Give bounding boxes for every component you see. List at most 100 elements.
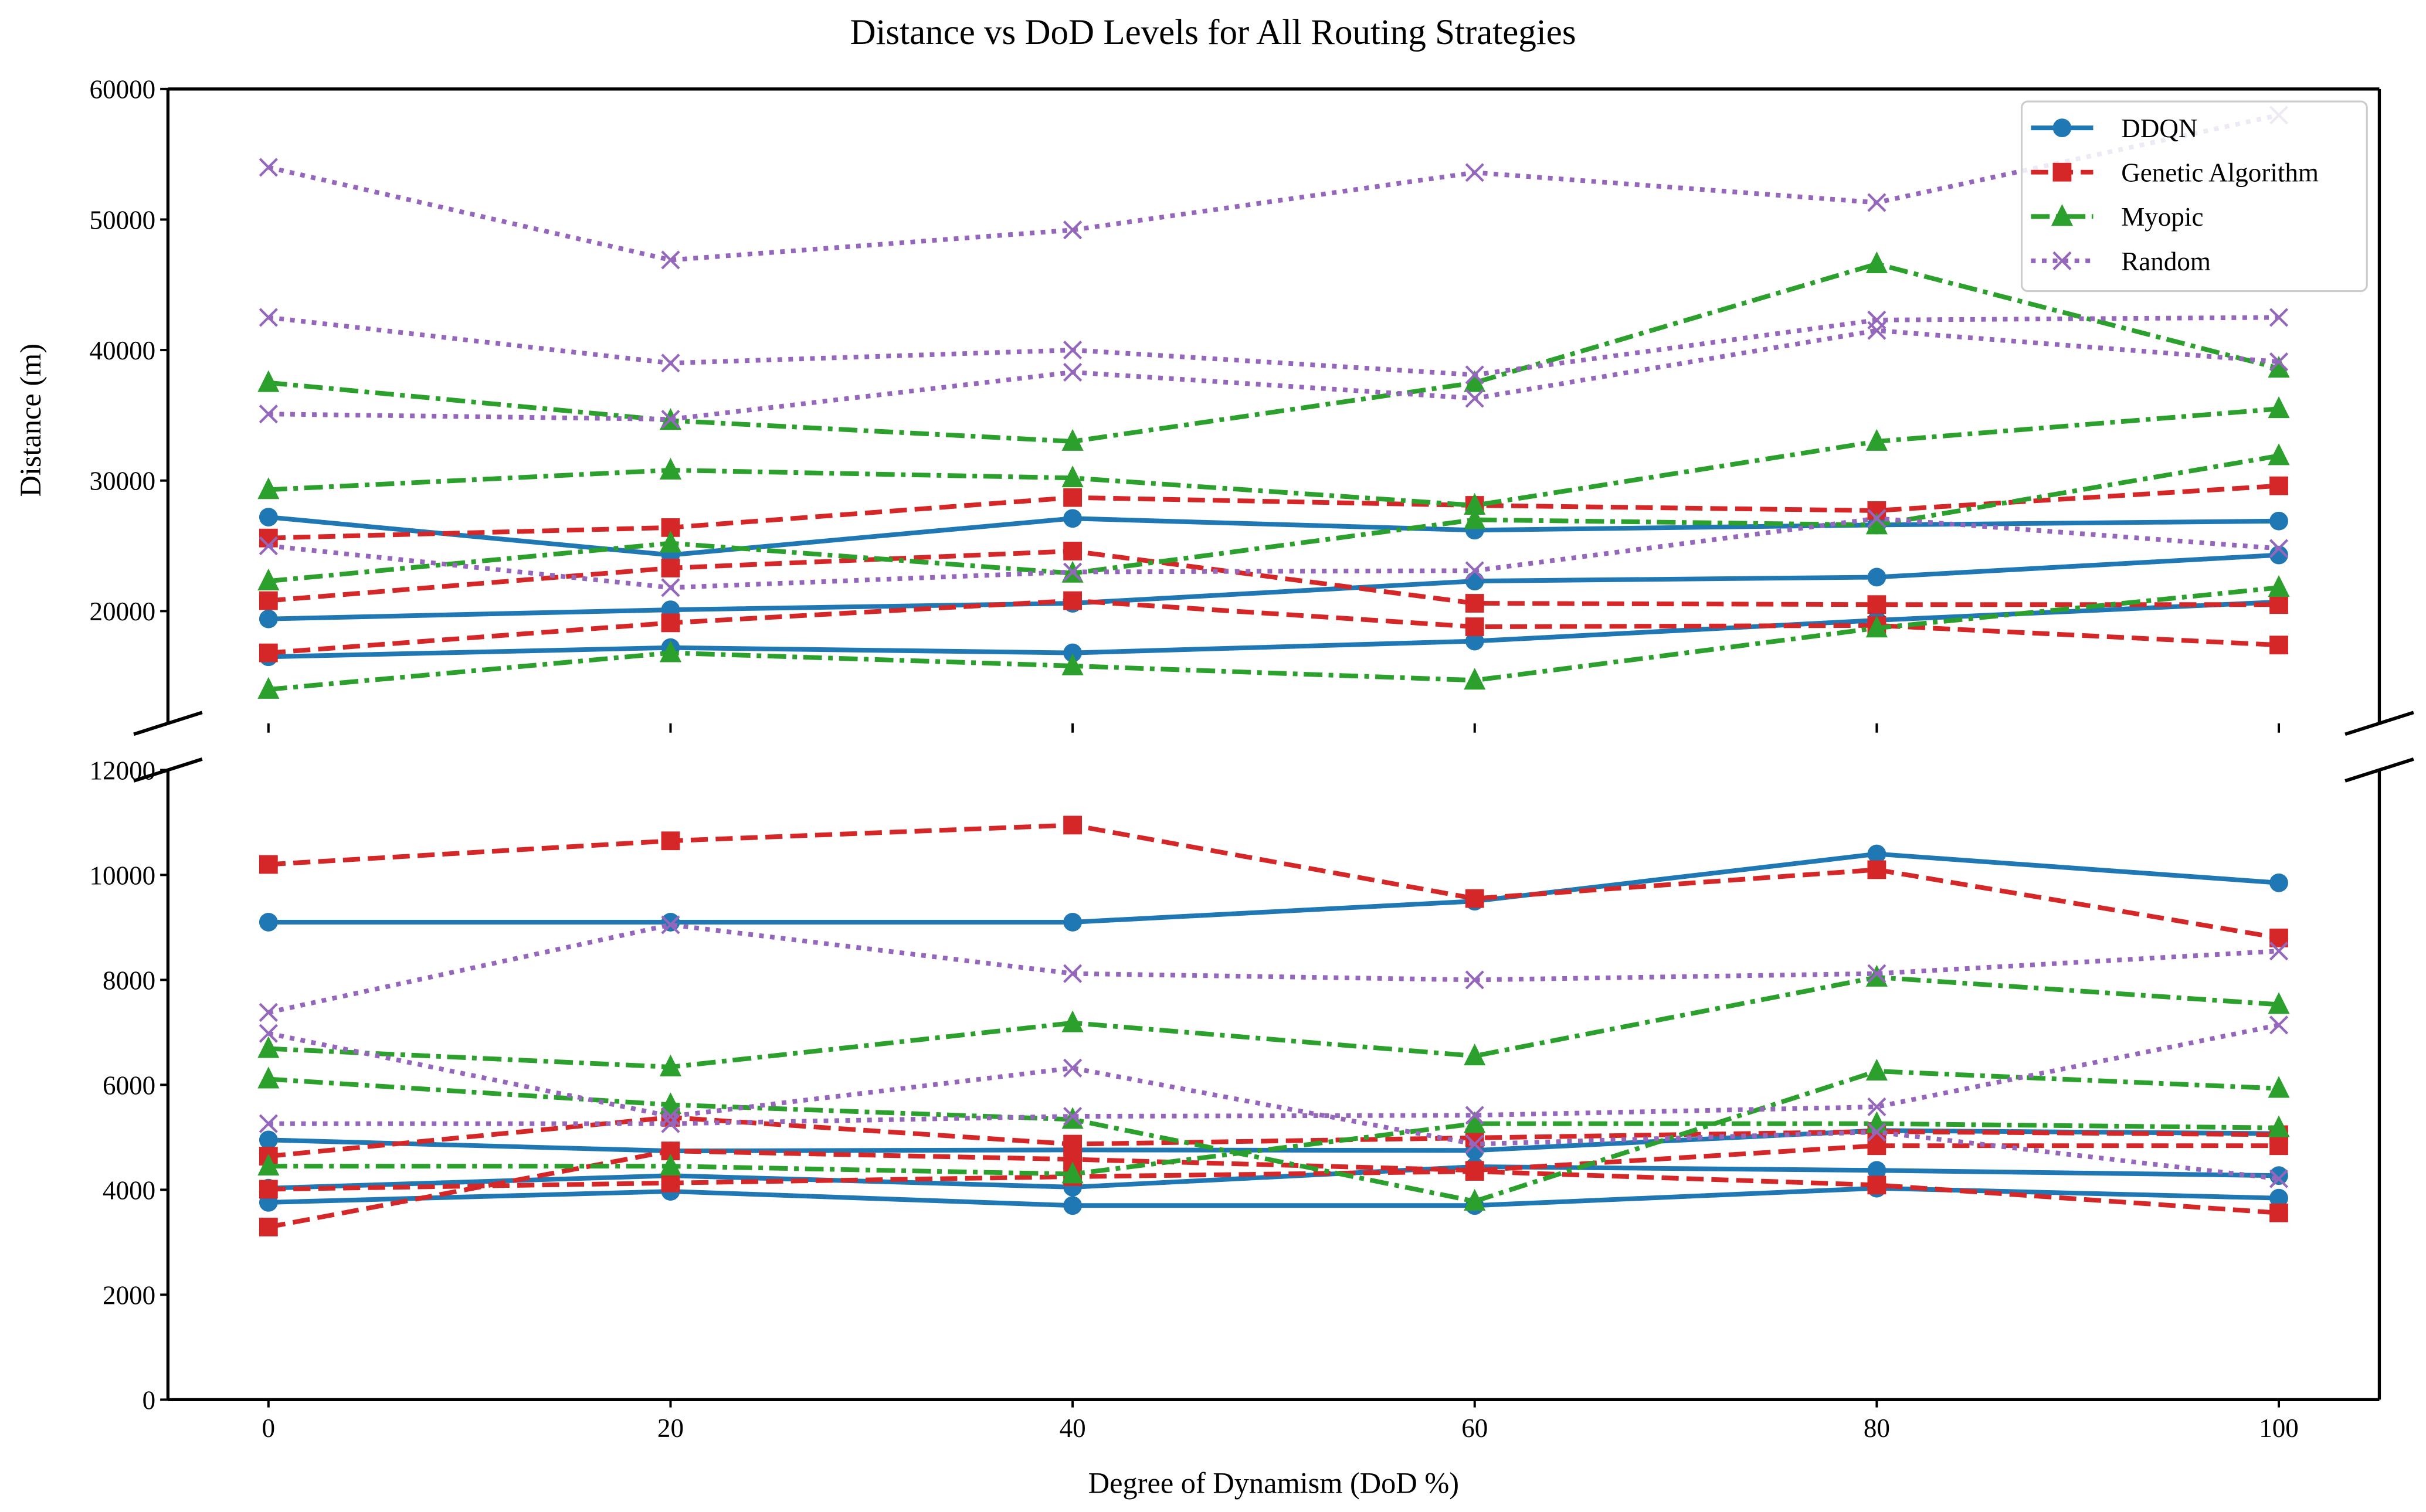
series-line (268, 823, 2279, 940)
data-point-triangle (659, 1092, 682, 1115)
data-point-triangle (2268, 356, 2290, 378)
data-point-triangle (2268, 575, 2290, 597)
data-point-x (661, 409, 680, 429)
data-point-x (1465, 1106, 1484, 1125)
series-myopic (257, 443, 2290, 591)
legend-item-random: Random (2031, 247, 2211, 276)
y-tick-label: 40000 (89, 336, 155, 365)
data-point-square (661, 831, 680, 851)
series-line (268, 1031, 2279, 1181)
series-line (268, 548, 2279, 607)
data-point-triangle (1061, 1161, 1084, 1184)
data-point-x (2269, 1169, 2289, 1188)
data-point-square (1867, 860, 1886, 879)
data-point-x (2269, 539, 2289, 558)
data-point-x (1063, 562, 1083, 582)
data-point-triangle (257, 1153, 280, 1176)
data-point-x (661, 354, 680, 373)
y-tick-label: 0 (142, 1385, 156, 1415)
data-point-circle (2269, 873, 2288, 892)
data-point-x (1063, 220, 1083, 240)
data-point-square (259, 643, 278, 662)
data-point-circle (2269, 511, 2288, 531)
legend: DDQN Genetic Algorithm Myopic Random (2020, 100, 2368, 293)
axes: 20000 30000 40000 50000 60000 0 2000 4000 6000 80… (89, 75, 2414, 1443)
data-point-x (259, 1114, 278, 1133)
data-point-x (259, 405, 278, 424)
data-point-triangle (1464, 668, 1486, 690)
series-line (268, 585, 2279, 692)
x-tick-label: 80 (1864, 1414, 1890, 1443)
series-myopic (257, 396, 2290, 515)
x-tick-label: 20 (657, 1414, 684, 1443)
series-line (267, 922, 2279, 1015)
data-point-circle (259, 609, 278, 628)
data-point-triangle (1464, 492, 1486, 515)
data-point-triangle (1464, 507, 1486, 529)
data-point-circle (1063, 913, 1083, 932)
data-point-x (1867, 321, 1886, 340)
data-point-triangle (257, 370, 280, 392)
series-line (268, 1169, 2279, 1215)
legend-marker-x (2052, 251, 2072, 270)
data-point-triangle (1865, 429, 1888, 451)
data-point-square (2269, 1136, 2288, 1156)
data-point-square (1465, 1162, 1484, 1181)
series-line (268, 1143, 2279, 1229)
data-point-triangle (257, 677, 280, 699)
series-line (268, 1022, 2279, 1126)
data-point-x (1465, 389, 1484, 408)
data-point-circle (1867, 1161, 1886, 1180)
x-axis-label: Degree of Dynamism (DoD %) (1088, 1467, 1459, 1500)
data-point-triangle (1865, 964, 1888, 987)
data-point-circle (259, 913, 278, 932)
data-point-triangle (1865, 251, 1888, 274)
data-point-square (259, 591, 278, 610)
data-point-triangle (1865, 616, 1888, 638)
series-line (268, 851, 2279, 925)
data-point-x (2269, 942, 2289, 961)
series-random (259, 1015, 2289, 1133)
data-point-circle (259, 508, 278, 526)
data-point-circle (2269, 1166, 2288, 1185)
series-line (268, 1164, 2279, 1191)
data-point-circle (661, 913, 680, 932)
series-line (268, 552, 2279, 621)
y-tick-label: 60000 (89, 75, 155, 104)
data-point-triangle (2268, 992, 2290, 1014)
data-point-triangle (1464, 1111, 1486, 1133)
data-point-x (2269, 308, 2289, 327)
data-point-circle (259, 1130, 278, 1150)
data-point-x (1867, 193, 1886, 212)
series-random (259, 321, 2289, 429)
lower-panel (257, 816, 2290, 1236)
series-line (268, 261, 2280, 444)
data-point-x (2269, 1015, 2289, 1035)
data-point-x (661, 250, 680, 270)
y-tick-label: 6000 (103, 1071, 155, 1100)
data-point-x (2269, 352, 2289, 372)
data-point-triangle (659, 531, 682, 553)
data-point-circle (1867, 568, 1886, 587)
data-point-x (259, 158, 278, 177)
data-point-square (1063, 816, 1083, 835)
data-point-x (1465, 163, 1484, 182)
data-point-square (1867, 1175, 1886, 1195)
series-random (259, 509, 2289, 597)
series-genetic-algorithm (259, 542, 2288, 614)
data-point-triangle (2268, 443, 2290, 466)
x-tick-label: 40 (1060, 1414, 1086, 1443)
y-tick-label: 30000 (89, 467, 155, 496)
data-point-square (2269, 1203, 2288, 1222)
data-point-x (1867, 964, 1886, 983)
data-point-triangle (257, 477, 280, 500)
legend-label: Genetic Algorithm (2121, 158, 2319, 188)
x-tick-label: 100 (2259, 1414, 2299, 1443)
data-point-triangle (1464, 1043, 1486, 1066)
data-point-square (1465, 594, 1484, 613)
data-point-x (1063, 1106, 1083, 1126)
data-point-triangle (2268, 396, 2290, 419)
data-point-square (661, 558, 680, 577)
data-point-x (259, 1024, 278, 1043)
